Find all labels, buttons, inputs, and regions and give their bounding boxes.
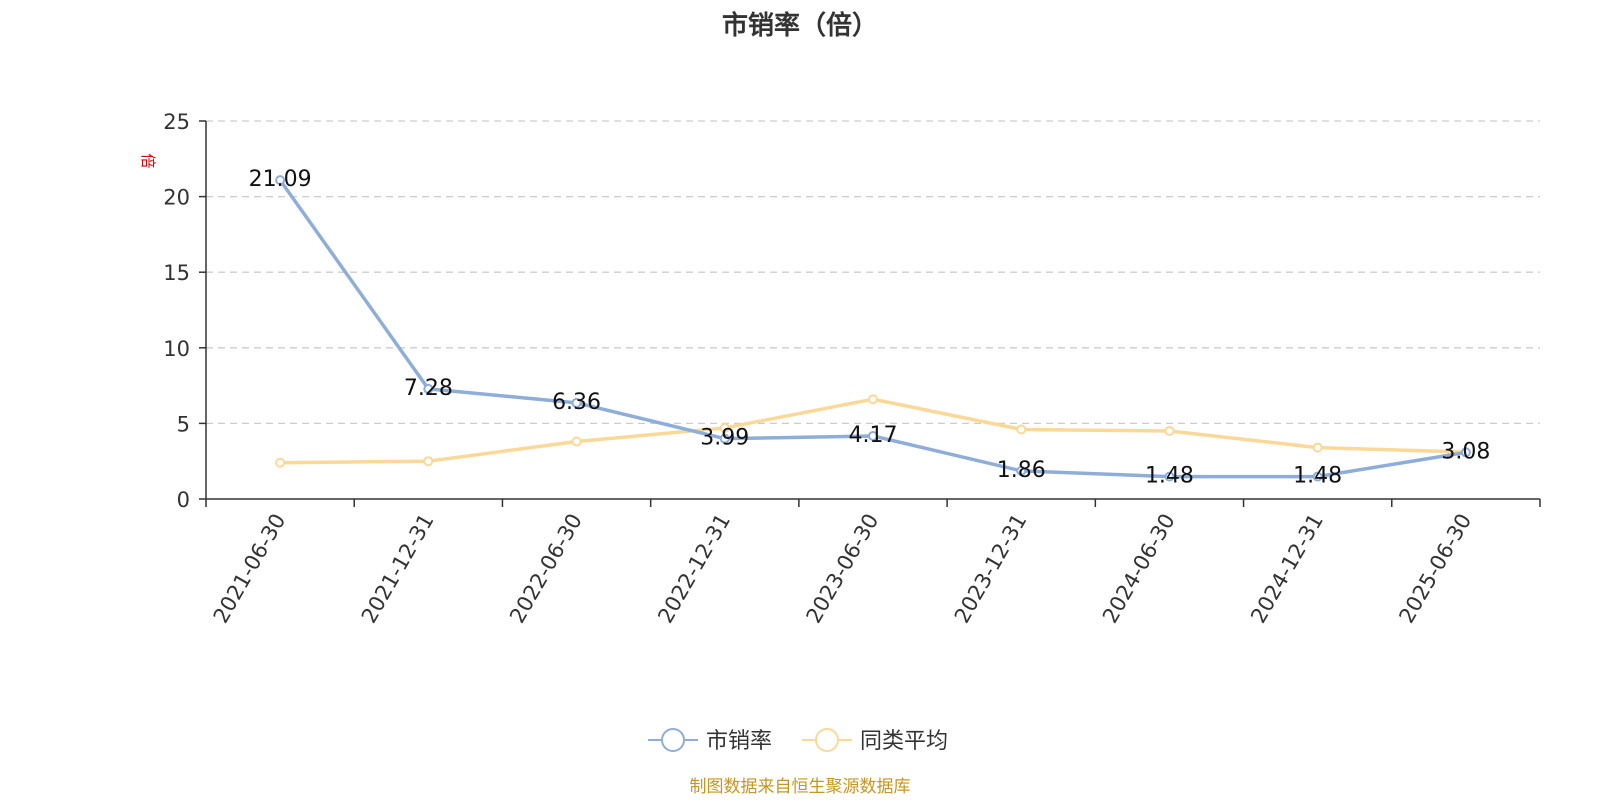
y-tick-label: 5	[177, 412, 190, 436]
series-layer	[275, 175, 1471, 482]
x-tick-label: 2022-06-30	[505, 510, 587, 628]
legend-item[interactable]: 同类平均	[802, 728, 948, 754]
y-tick-label: 15	[163, 261, 190, 285]
x-axis-ticks: 2021-06-30 2021-12-31 2022-06-30 2022-12-31…	[205, 499, 1541, 628]
y-axis-ticks: 0 5 10 15 20 25	[163, 110, 206, 512]
legend[interactable]: 市销率 同类平均	[648, 728, 948, 754]
data-labels: 21.09 7.28 6.36 3.99 4.17 1.86 1.48 1.48 3.08	[249, 167, 1491, 489]
x-tick-label: 2024-06-30	[1098, 510, 1180, 628]
chart-title: 市销率（倍）	[722, 10, 878, 41]
data-point[interactable]	[868, 430, 878, 441]
y-tick-label: 25	[163, 110, 190, 134]
legend-item[interactable]: 市销率	[648, 728, 772, 754]
y-tick-label: 10	[163, 337, 190, 361]
data-point[interactable]	[571, 436, 582, 447]
data-point[interactable]	[571, 397, 582, 408]
data-point[interactable]	[1016, 465, 1027, 476]
y-tick-label: 20	[163, 186, 190, 210]
data-point[interactable]	[868, 394, 878, 405]
data-point[interactable]	[275, 175, 286, 186]
x-tick-label: 2024-12-31	[1246, 510, 1328, 628]
data-label: 1.48	[1145, 464, 1194, 489]
x-tick-label: 2022-12-31	[653, 510, 735, 628]
data-point[interactable]	[719, 433, 730, 444]
source-note: 制图数据来自恒生聚源数据库	[690, 777, 911, 797]
legend-marker	[661, 728, 685, 752]
series-main	[275, 175, 1471, 482]
legend-marker	[815, 728, 839, 752]
x-tick-label: 2023-12-31	[950, 510, 1032, 628]
data-point[interactable]	[1312, 471, 1323, 482]
legend-label: 市销率	[706, 729, 772, 754]
data-label: 7.28	[404, 376, 453, 401]
data-label: 1.86	[997, 458, 1046, 483]
y-axis-unit-label: 倍	[139, 153, 157, 168]
data-label: 1.48	[1293, 464, 1342, 489]
data-point[interactable]	[275, 457, 286, 468]
data-point[interactable]	[1016, 424, 1027, 435]
data-label: 4.17	[849, 423, 898, 448]
gridlines	[206, 120, 1540, 425]
legend-label: 同类平均	[860, 729, 948, 754]
data-point[interactable]	[423, 383, 434, 394]
data-point[interactable]	[1460, 447, 1471, 458]
data-point[interactable]	[1312, 442, 1323, 453]
x-tick-label: 2023-06-30	[802, 510, 884, 628]
data-point[interactable]	[719, 422, 730, 433]
data-label: 3.08	[1441, 439, 1490, 464]
axes	[205, 121, 1540, 500]
data-point[interactable]	[1164, 471, 1175, 482]
data-point[interactable]	[423, 456, 434, 467]
y-tick-label: 0	[177, 488, 190, 512]
x-tick-label: 2021-12-31	[357, 510, 439, 628]
data-label: 21.09	[249, 167, 312, 192]
x-tick-label: 2025-06-30	[1394, 510, 1476, 628]
data-label: 6.36	[552, 390, 601, 415]
data-label: 3.99	[700, 426, 749, 451]
x-tick-label: 2021-06-30	[209, 510, 291, 628]
data-point[interactable]	[1164, 425, 1175, 436]
